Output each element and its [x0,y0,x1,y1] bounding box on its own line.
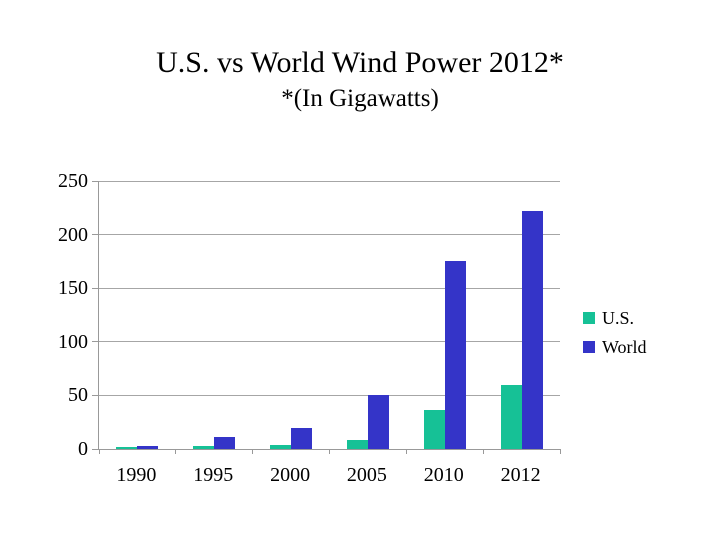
x-tick-label-2005: 2005 [346,464,387,486]
x-axis-tick-5 [482,449,484,454]
legend-swatch-world [583,340,595,353]
bar-us-1990 [116,447,137,449]
x-tick-label-2010: 2010 [423,464,464,486]
bar-world-2010 [445,261,466,449]
y-axis-tick-0 [92,448,98,450]
y-axis-tick-200 [92,234,98,236]
chart-title: U.S. vs World Wind Power 2012* [156,46,564,79]
y-tick-label-100: 100 [58,330,88,353]
bar-world-1990 [137,446,158,449]
bar-world-1995 [214,437,235,449]
y-tick-label-250: 250 [58,170,88,192]
legend-item-world: World [583,332,647,361]
gridline-150 [99,287,560,289]
y-axis-tick-50 [92,394,98,396]
bar-us-2010 [424,410,445,449]
x-axis-tick-2 [252,449,254,454]
y-tick-label-50: 50 [68,384,88,407]
y-tick-label-200: 200 [58,223,88,246]
bar-us-2000 [270,445,291,449]
bar-us-2012 [501,385,522,449]
legend-swatch-us [583,311,595,324]
y-axis-tick-250 [92,180,98,182]
bar-world-2005 [368,395,389,449]
chart-plot-area [92,180,561,454]
legend-item-us: U.S. [583,303,647,332]
bar-world-2000 [291,428,312,449]
x-tick-label-2012: 2012 [500,464,541,486]
x-tick-label-2000: 2000 [270,464,311,486]
y-tick-label-0: 0 [78,438,88,460]
y-axis-tick-100 [92,341,98,343]
bar-us-1995 [193,446,214,449]
x-axis-tick-0 [98,449,100,454]
gridline-50 [99,394,560,396]
bar-us-2005 [347,440,368,449]
x-axis-tick-3 [329,449,330,454]
legend-label-world: World [602,336,647,357]
bar-world-2012 [522,211,543,449]
chart-subtitle: *(In Gigawatts) [281,85,439,112]
y-tick-label-150: 150 [58,277,88,300]
gridline-250 [99,180,560,182]
gridline-200 [99,234,560,236]
x-axis-tick-6 [559,449,561,454]
y-axis-tick-150 [92,287,98,289]
legend-label-us: U.S. [602,307,635,328]
x-axis-tick-4 [405,449,407,454]
x-tick-label-1990: 1990 [116,464,157,486]
x-axis-tick-1 [175,449,177,454]
x-tick-label-1995: 1995 [193,464,234,486]
legend: U.S. World [583,303,647,361]
gridline-100 [99,341,560,343]
